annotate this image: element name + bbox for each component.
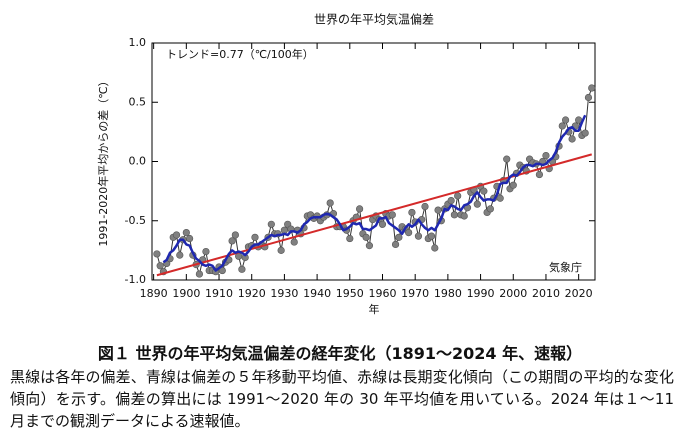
x-axis-label: 年 <box>369 302 380 316</box>
x-tick-label: 1910 <box>205 287 233 300</box>
y-axis-label: 1991-2020年平均からの差（℃） <box>96 75 110 246</box>
annual-point <box>542 151 550 160</box>
annual-point <box>568 135 576 143</box>
annual-point <box>356 205 364 213</box>
annual-point <box>496 194 504 202</box>
annual-point <box>447 197 455 205</box>
annual-point <box>414 232 423 240</box>
chart-title: 世界の年平均気温偏差 <box>314 12 434 27</box>
annual-point <box>480 187 488 195</box>
annual-point <box>231 231 239 239</box>
annual-point <box>362 233 370 241</box>
y-tick-label: -0.5 <box>125 214 146 227</box>
x-tick-label: 2020 <box>565 287 593 300</box>
annual-point <box>588 84 596 92</box>
annual-point <box>326 199 334 207</box>
annual-point <box>558 122 566 130</box>
annual-point <box>267 220 275 228</box>
annual-point <box>202 247 210 256</box>
x-tick-label: 1970 <box>401 287 429 300</box>
annual-point <box>156 262 164 270</box>
annual-point <box>434 206 442 214</box>
x-tick-label: 2010 <box>532 287 560 300</box>
x-tick-label: 1950 <box>336 287 364 300</box>
y-tick-label: 0.0 <box>129 155 147 168</box>
annual-point <box>388 211 396 219</box>
annual-point <box>391 240 400 249</box>
moving-average-line <box>162 114 587 272</box>
annual-point <box>153 250 161 258</box>
x-tick-label: 1990 <box>467 287 495 300</box>
annual-point <box>431 244 439 252</box>
annual-point <box>450 211 459 219</box>
annual-point <box>427 232 436 240</box>
annual-point <box>185 234 194 243</box>
annual-point <box>486 205 494 213</box>
annual-point <box>277 246 285 254</box>
annual-point <box>473 200 481 208</box>
x-tick-label: 1940 <box>303 287 331 300</box>
annual-point <box>251 233 259 241</box>
x-tick-label: 1890 <box>140 287 168 300</box>
annual-point <box>509 181 517 189</box>
annual-point <box>535 170 544 179</box>
annual-point <box>346 234 354 243</box>
annual-point <box>408 208 416 217</box>
x-tick-label: 1930 <box>270 287 298 300</box>
annual-point <box>176 251 184 259</box>
annual-point <box>290 238 298 246</box>
annual-point <box>182 229 190 237</box>
figure-note: 黒線は各年の偏差、青線は偏差の５年移動平均値、赤線は長期変化傾向（この期間の平均… <box>10 368 674 430</box>
annual-point <box>228 237 236 245</box>
y-tick-label: -1.0 <box>125 273 146 286</box>
trend-annotation: トレンド=0.77（℃/100年） <box>166 47 314 61</box>
annual-point <box>365 242 374 250</box>
chart: 世界の年平均気温偏差 1991-2020年平均からの差（℃） 年 トレンド=0.… <box>96 12 596 316</box>
y-tick-label: 0.5 <box>129 95 147 108</box>
y-tick-label: 1.0 <box>129 36 147 49</box>
annual-point <box>454 192 462 200</box>
annual-point <box>581 129 589 137</box>
trend-line <box>156 153 592 277</box>
annual-point <box>561 116 570 124</box>
x-tick-label: 1920 <box>238 287 266 300</box>
x-tick-label: 1960 <box>368 287 396 300</box>
annual-point <box>421 202 429 211</box>
source-annotation: 気象庁 <box>549 260 582 274</box>
annual-point <box>395 233 403 241</box>
annual-point <box>405 229 413 237</box>
annual-point <box>378 220 387 228</box>
annual-point <box>238 265 246 273</box>
x-tick-label: 2000 <box>499 287 527 300</box>
annual-point <box>172 231 181 239</box>
figure-caption: 図１ 世界の年平均気温偏差の経年変化（1891〜2024 年、速報） <box>97 344 583 363</box>
annual-point <box>460 212 468 220</box>
x-tick-label: 1980 <box>434 287 462 300</box>
annual-line <box>156 87 593 275</box>
x-tick-label: 1900 <box>172 287 200 300</box>
annual-point <box>503 155 511 163</box>
annual-point <box>584 93 593 102</box>
annual-point <box>195 270 204 278</box>
